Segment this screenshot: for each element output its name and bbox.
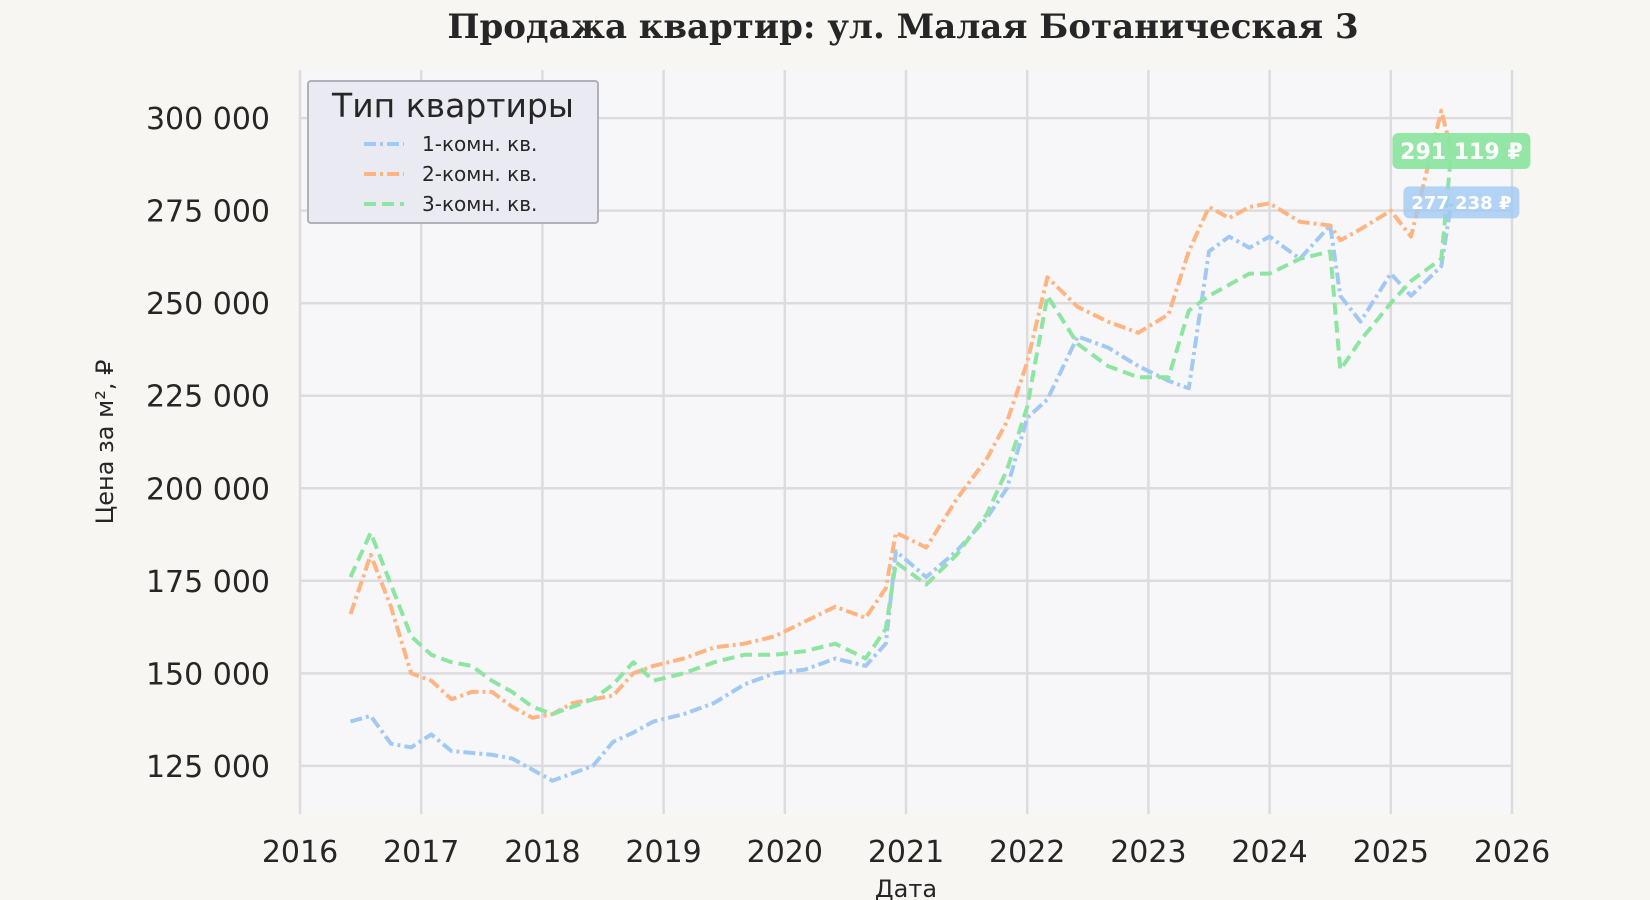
legend-label-3: 3-комн. кв. (422, 192, 537, 216)
x-tick-label: 2016 (262, 835, 338, 870)
series-line-2 (348, 108, 1454, 720)
value-badge-text: 277 238 ₽ (1411, 193, 1511, 214)
legend: Тип квартиры 1-комн. кв. 2-комн. кв. 3-к… (307, 80, 599, 224)
y-tick-label: 225 000 (146, 380, 270, 415)
y-axis-label: Цена за м², ₽ (91, 360, 119, 525)
value-badge-text: 291 119 ₽ (1400, 140, 1522, 165)
value-badge-bg (1392, 132, 1531, 169)
y-tick-label: 275 000 (146, 195, 270, 230)
x-tick-label: 2021 (868, 835, 944, 870)
y-tick-label: 150 000 (146, 657, 270, 692)
x-tick-label: 2025 (1353, 835, 1429, 870)
y-tick-label: 250 000 (146, 287, 270, 322)
x-tick-label: 2018 (504, 835, 580, 870)
legend-title: Тип квартиры (331, 86, 574, 125)
x-tick-label: 2022 (989, 835, 1065, 870)
x-tick-label: 2026 (1474, 835, 1550, 870)
chart-title: Продажа квартир: ул. Малая Ботаническая … (447, 7, 1358, 47)
annotation-layer: 291 119 ₽ 277 238 ₽ (1392, 132, 1531, 219)
x-tick-label: 2017 (383, 835, 459, 870)
series-layer (348, 108, 1454, 783)
x-tick-labels: 2016 2017 2018 2019 2020 2021 2022 2023 2024 2025… (262, 835, 1550, 870)
legend-label-1: 1-комн. кв. (422, 132, 537, 156)
x-axis-label: Дата (875, 875, 937, 900)
value-badge-1: 291 119 ₽ (1392, 132, 1531, 169)
series-line-1 (349, 202, 1454, 783)
y-tick-label: 200 000 (146, 472, 270, 507)
value-badge-bg (1403, 186, 1520, 219)
y-tick-label: 300 000 (146, 102, 270, 137)
y-tick-label: 175 000 (146, 565, 270, 600)
x-tick-label: 2024 (1231, 835, 1307, 870)
legend-label-2: 2-комн. кв. (422, 162, 537, 186)
x-tick-label: 2023 (1110, 835, 1186, 870)
value-badge-2: 277 238 ₽ (1403, 186, 1520, 219)
x-tick-label: 2020 (747, 835, 823, 870)
x-tick-label: 2019 (625, 835, 701, 870)
y-tick-label: 125 000 (146, 750, 270, 785)
series-line-3 (348, 150, 1454, 717)
legend-box (307, 80, 599, 224)
y-tick-labels: 125 000 150 000 175 000 200 000 225 000 250 0… (146, 102, 270, 785)
